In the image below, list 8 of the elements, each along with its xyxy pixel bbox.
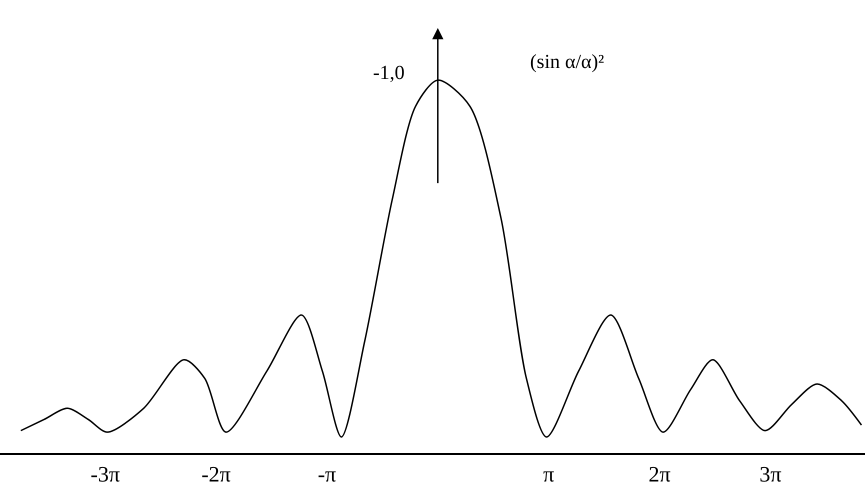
x-tick-label: -2π (201, 461, 231, 486)
x-tick-label: -3π (90, 461, 120, 486)
x-tick-label: 3π (759, 461, 782, 486)
annotation: -1,0 (373, 62, 405, 84)
x-tick-label: π (543, 461, 554, 486)
x-tick-label: 2π (648, 461, 671, 486)
x-tick-label: -π (318, 461, 336, 486)
text: (sin α/α)² (530, 51, 604, 73)
